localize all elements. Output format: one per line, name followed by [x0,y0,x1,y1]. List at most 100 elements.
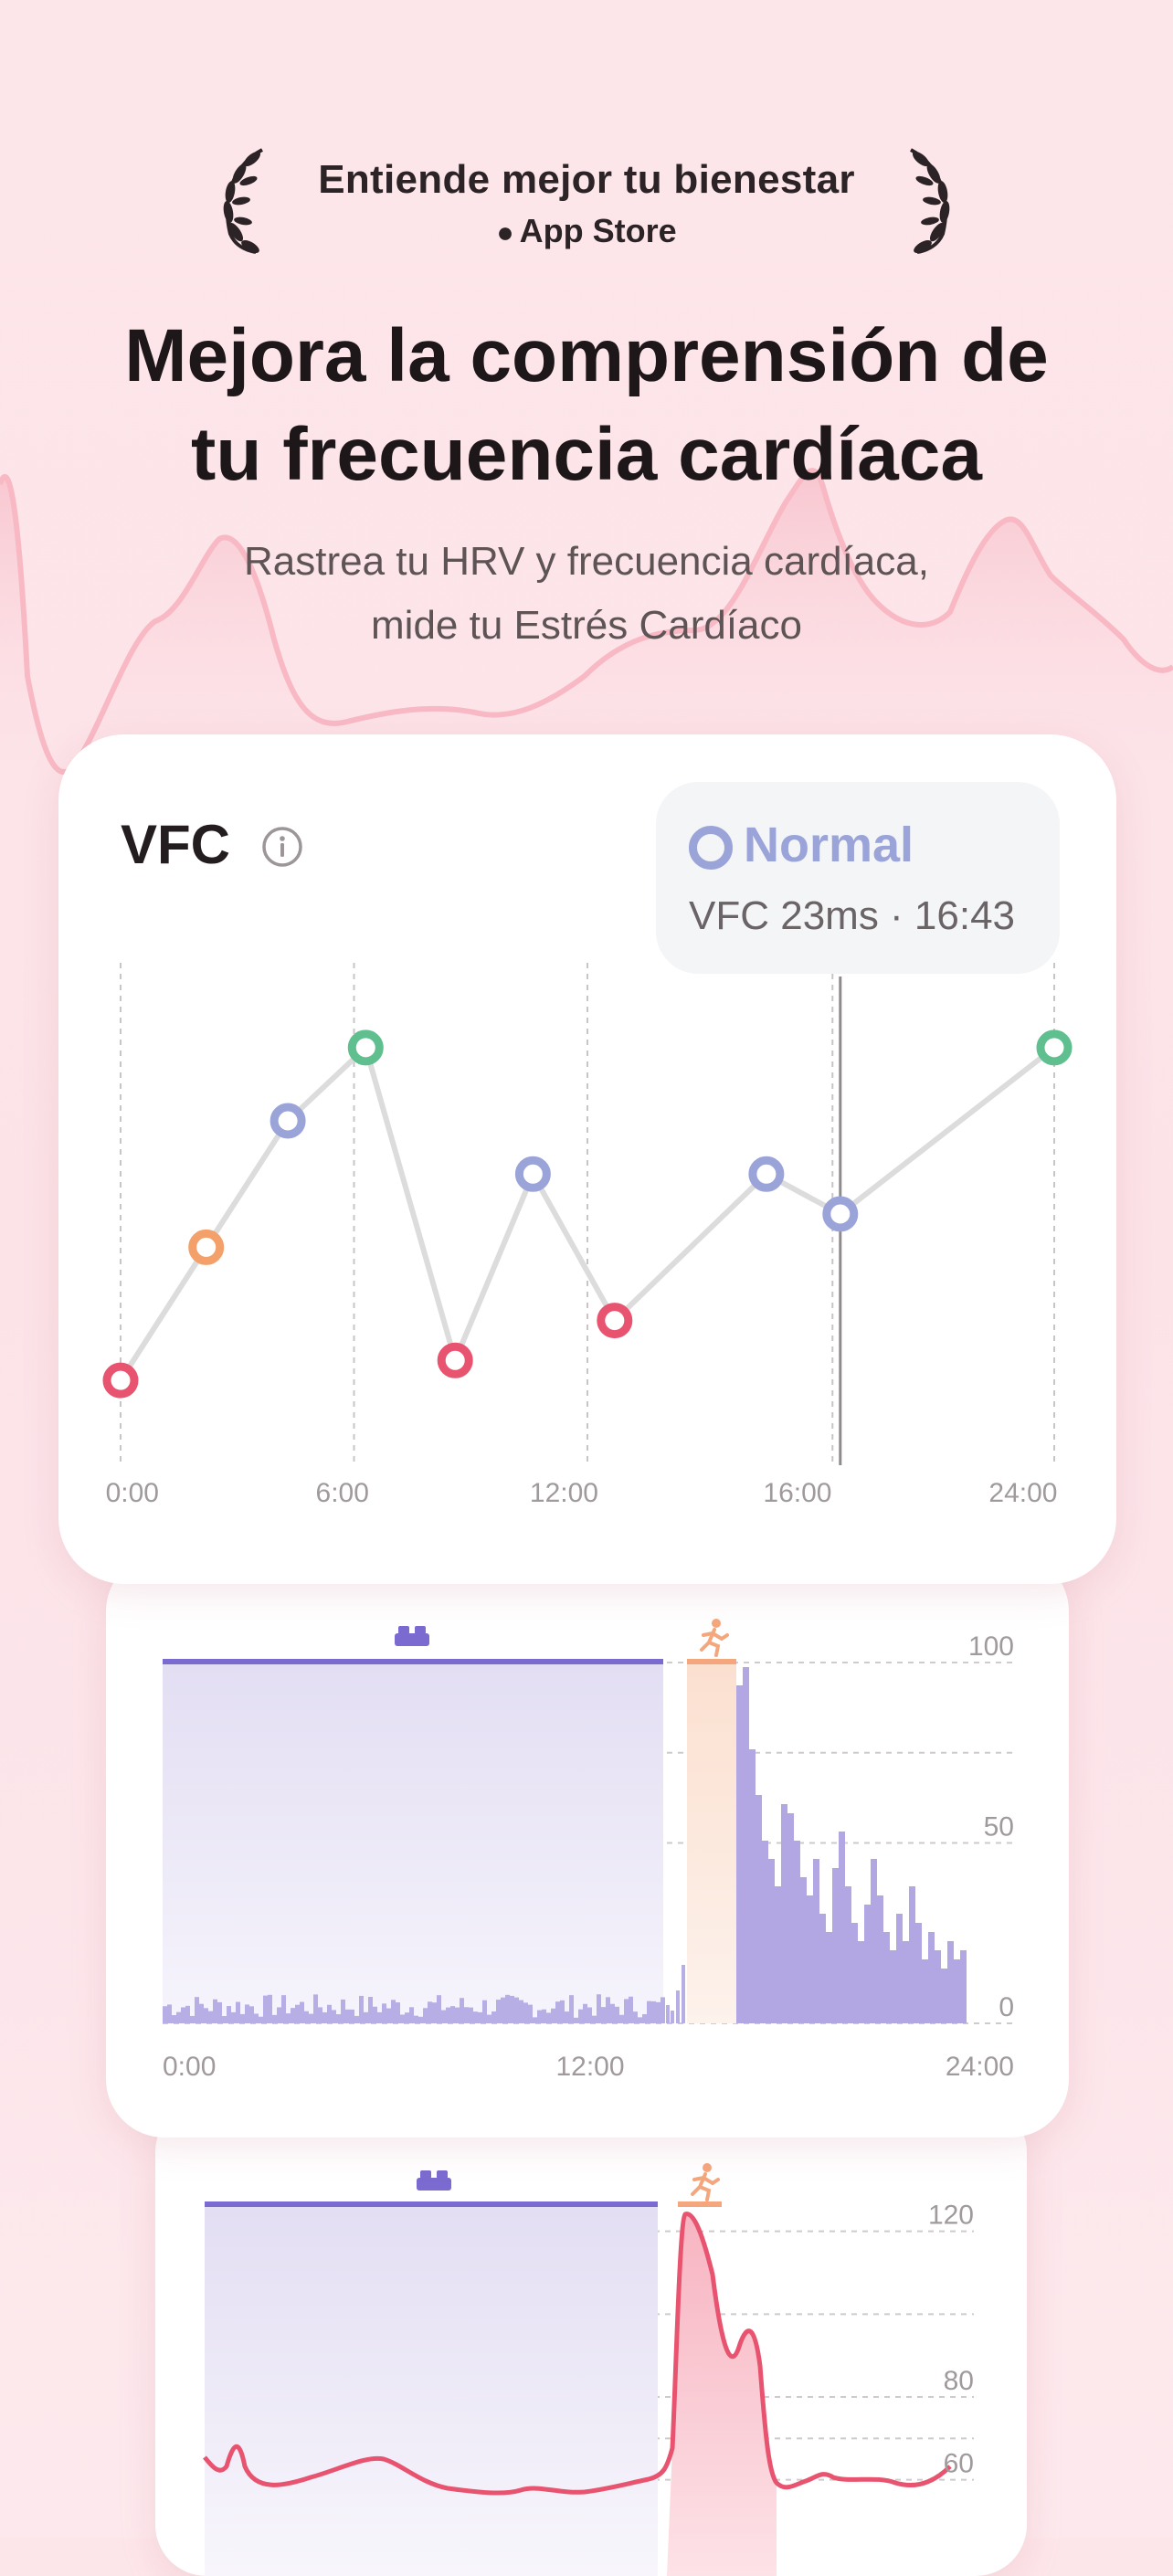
stress-bar [671,2011,674,2023]
stress-bar [551,2008,555,2023]
stress-bar [268,1994,272,2023]
stress-bar [922,1959,928,2023]
stress-bar [839,1832,845,2023]
stress-bar [787,1813,794,2023]
stress-bar [858,1941,864,2023]
stress-bar [400,2014,405,2023]
heart-rate-chart-card: 120 80 60 [155,2101,1027,2576]
stress-bar [464,2007,469,2023]
app-store-award-badge: Entiende mejor tu bienestar ● App Store [0,146,1173,265]
stress-bar-chart: 100 50 0 0:00 12:00 24:00 [163,1619,1014,2082]
stress-bar [446,2007,450,2023]
stress-bar [167,2004,172,2023]
stress-bar [606,1997,610,2023]
stress-bar [510,1995,514,2023]
stress-bar [871,1859,877,2023]
stress-bar [633,2011,638,2023]
stress-bar [915,1923,922,2023]
stress-bar [533,2017,537,2023]
stress-chart-card: 100 50 0 0:00 12:00 24:00 [106,1553,1069,2138]
status-ring-icon [689,826,733,870]
page-headline: Mejora la comprensión de tu frecuencia c… [0,307,1173,504]
stress-bar [309,2013,313,2023]
stress-bar [574,2017,578,2023]
stress-bar [819,1914,826,2023]
stress-bar [277,2007,281,2023]
stress-bar [903,1941,909,2023]
stress-bar [743,1667,749,2023]
stress-bar [883,1932,890,2023]
activity-bar [678,2201,722,2207]
stress-bar [386,2008,391,2023]
stress-bar [629,1996,633,2023]
running-icon [700,1619,729,1657]
stress-bar [807,1895,813,2023]
hrv-data-point [347,1029,384,1066]
stress-bar [941,1969,947,2023]
stress-bar [560,2000,565,2023]
stress-bar [478,2011,482,2023]
stress-bar [583,2003,587,2023]
stress-bar [217,2001,222,2023]
stress-bar [845,1886,851,2023]
stress-bar [418,2016,423,2023]
hrv-chart-card[interactable]: 0:00 6:00 12:00 16:00 24:00 VFC Normal VFC 2… [58,734,1116,1584]
stress-bar [405,2012,409,2023]
sleep-region [163,1664,663,2023]
stress-bar [437,1995,441,2023]
stress-bar [327,2004,332,2023]
stress-bar [377,2011,382,2023]
info-icon[interactable] [261,826,303,868]
stress-bar [619,2014,624,2023]
chart-title: VFC [121,814,230,875]
stress-bar [896,1914,903,2023]
stress-bar [523,2002,528,2023]
x-tick-label: 24:00 [946,2052,1014,2082]
stress-bar [482,2000,487,2023]
stress-bar [569,1995,574,2023]
stress-bar [749,1749,756,2023]
sleep-region [205,2207,658,2576]
hrv-data-point [514,1156,551,1192]
stress-bar [354,2015,359,2023]
stress-bar [341,1999,345,2023]
stress-bar [336,2014,341,2023]
apple-logo-icon: ● [496,216,514,248]
stress-bar [546,2012,551,2023]
stress-bar [332,2010,336,2023]
stress-bar [501,1997,505,2023]
stress-bar [345,2009,350,2023]
stress-bar [794,1841,800,2023]
stress-bar [469,2007,473,2023]
x-tick-label: 16:00 [763,1478,831,1508]
stress-bar [350,2009,354,2023]
hrv-data-point [597,1303,633,1339]
stress-bar [542,2009,546,2023]
stress-bar [359,1995,364,2023]
stress-bar [396,2002,400,2023]
stress-bar [935,1950,941,2023]
subtitle-line-1: Rastrea tu HRV y frecuencia cardíaca, [244,539,929,584]
stress-bar [409,2007,414,2023]
y-tick-label: 120 [928,2201,974,2231]
stress-bar [382,2003,386,2023]
stress-bar [601,2007,606,2023]
stress-bar [428,2001,432,2023]
hrv-line-chart[interactable]: 0:00 6:00 12:00 16:00 24:00 [58,734,1116,1584]
stress-bar [313,1994,318,2023]
stress-bar [624,1999,629,2023]
stress-bar [190,2015,195,2023]
stress-bar [227,2006,231,2023]
activity-region [687,1664,736,2023]
stress-bar [432,2002,437,2023]
stress-bar [272,2014,277,2023]
x-tick-label: 12:00 [530,1478,598,1508]
stress-bar [954,1959,960,2023]
x-tick-label: 12:00 [555,2052,624,2082]
stress-bar [736,1685,743,2023]
stress-bar [236,2001,240,2023]
x-tick-label: 0:00 [163,2052,216,2082]
stress-bar [813,1859,819,2023]
stress-bar [647,2001,651,2023]
stress-bar [441,2010,446,2023]
